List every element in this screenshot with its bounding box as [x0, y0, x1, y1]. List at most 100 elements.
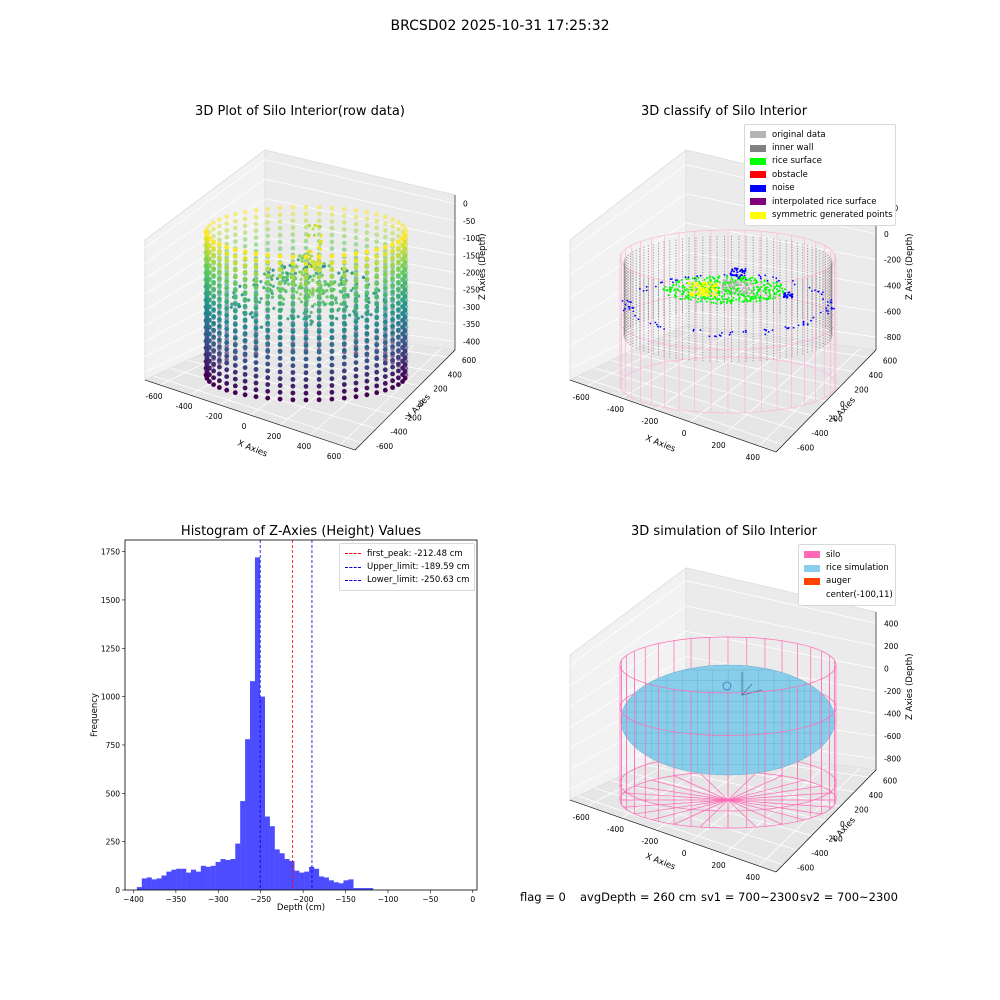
data-point — [242, 344, 248, 350]
noise-point — [723, 273, 726, 276]
data-point — [374, 247, 380, 253]
data-point — [277, 315, 283, 320]
data-point — [316, 356, 322, 362]
noise-point — [765, 329, 767, 331]
data-point — [316, 261, 322, 266]
data-point — [382, 381, 388, 386]
noise-point — [721, 332, 723, 334]
data-point — [364, 378, 370, 384]
data-point — [374, 390, 380, 396]
data-point — [337, 307, 341, 311]
data-point — [364, 243, 370, 249]
noise-point — [766, 279, 769, 282]
data-point — [211, 361, 217, 367]
data-point — [374, 267, 380, 273]
data-point — [390, 237, 395, 243]
data-point — [382, 285, 388, 291]
grid-line — [144, 178, 266, 264]
data-point — [353, 387, 359, 393]
grid-line — [264, 237, 456, 273]
data-point — [353, 258, 359, 263]
data-point — [224, 258, 230, 264]
data-point — [282, 297, 286, 301]
data-point — [316, 349, 322, 355]
noise-point — [655, 285, 657, 288]
data-point — [374, 225, 380, 231]
y-tick-label: 0 — [419, 399, 424, 408]
x-tick-label: -600 — [573, 813, 590, 822]
data-point — [396, 293, 401, 299]
data-point — [232, 267, 238, 273]
noise-point — [826, 301, 829, 303]
noise-point — [793, 283, 796, 286]
data-point — [233, 218, 238, 224]
data-point — [290, 239, 296, 244]
data-point — [390, 330, 395, 336]
data-point — [353, 251, 359, 257]
data-point — [277, 308, 283, 313]
noise-point — [827, 304, 829, 307]
data-point — [242, 290, 248, 296]
data-point — [303, 397, 309, 403]
data-point — [316, 377, 322, 382]
data-point — [353, 235, 359, 240]
data-point — [253, 298, 259, 304]
data-point — [203, 365, 209, 371]
data-point — [382, 340, 388, 345]
data-point — [242, 209, 248, 215]
noise-point — [771, 329, 774, 331]
data-point — [311, 293, 315, 297]
data-point — [253, 208, 259, 213]
data-point — [265, 327, 271, 333]
data-point — [353, 326, 359, 331]
data-point — [382, 319, 388, 325]
data-point — [390, 296, 395, 302]
noise-point — [778, 279, 780, 282]
data-point — [353, 305, 359, 311]
data-point — [307, 233, 311, 237]
data-point — [290, 336, 296, 341]
data-point — [382, 367, 388, 373]
data-point — [265, 388, 271, 394]
data-point — [287, 282, 291, 286]
data-point — [311, 304, 315, 308]
data-point — [259, 280, 263, 284]
data-point — [217, 344, 222, 349]
data-point — [353, 242, 359, 247]
grid-line — [569, 251, 687, 323]
data-point — [281, 271, 285, 275]
data-point — [353, 264, 359, 270]
data-point — [303, 281, 309, 287]
grid-line — [264, 198, 456, 239]
data-point — [242, 372, 248, 377]
data-point — [329, 281, 335, 286]
data-point — [233, 232, 238, 238]
data-point — [303, 204, 309, 210]
data-point — [281, 278, 285, 282]
data-point — [319, 234, 323, 238]
noise-point — [808, 286, 811, 289]
data-point — [396, 368, 401, 374]
data-point — [203, 243, 209, 249]
data-point — [262, 286, 266, 290]
data-point — [308, 314, 312, 318]
data-point — [259, 325, 263, 329]
p4-xlabel: X Axies — [644, 852, 677, 873]
noise-point — [645, 289, 648, 292]
noise-point — [663, 328, 665, 330]
noise-point — [649, 322, 652, 325]
data-point — [203, 345, 209, 351]
figure-title: BRCSD02 2025-10-31 17:25:32 — [390, 18, 610, 34]
y-tick-label: 200 — [854, 805, 869, 814]
data-point — [232, 254, 238, 259]
data-point — [329, 219, 335, 224]
data-point — [277, 335, 283, 341]
data-point — [374, 322, 380, 327]
data-point — [382, 360, 388, 366]
legend-swatch — [804, 564, 820, 572]
legend-label: rice simulation — [826, 563, 889, 574]
data-point — [270, 277, 274, 281]
data-point — [271, 284, 275, 288]
data-point — [316, 342, 322, 348]
data-point — [263, 272, 267, 276]
